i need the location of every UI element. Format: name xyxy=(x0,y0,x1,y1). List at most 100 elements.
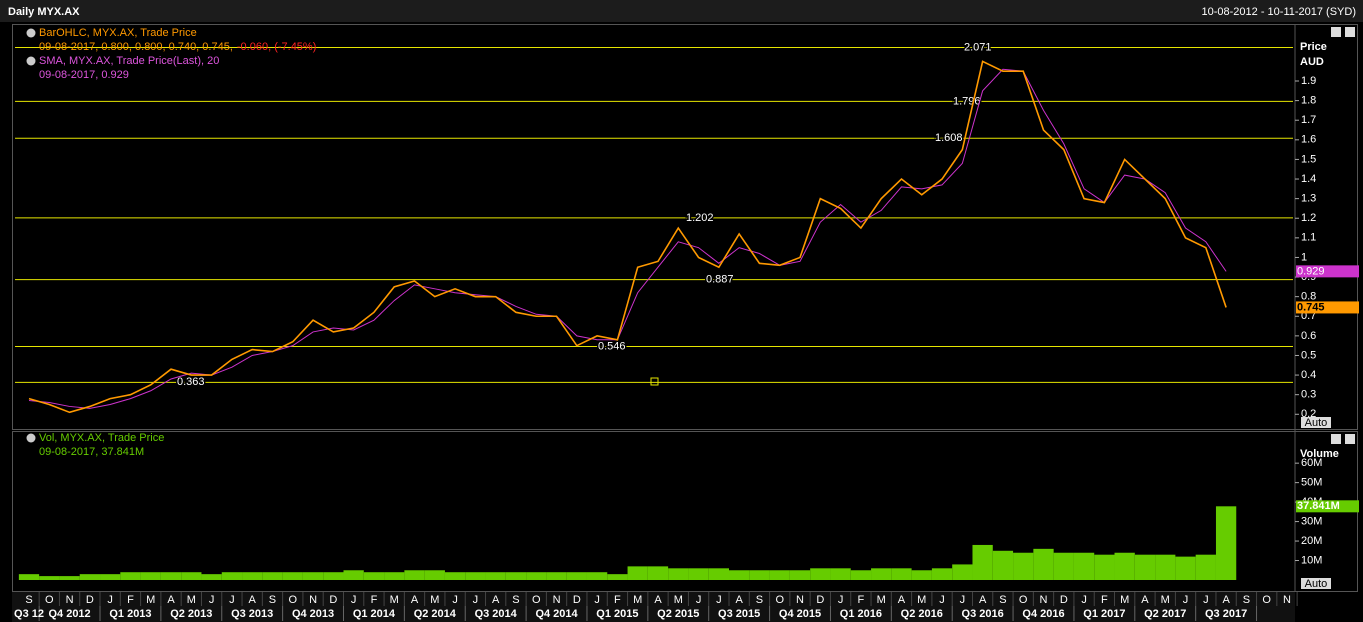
volume-bar xyxy=(972,544,993,580)
volume-bar xyxy=(871,568,892,580)
volume-bar xyxy=(526,572,547,580)
x-tick-label: F xyxy=(858,594,865,606)
volume-bar xyxy=(59,576,80,580)
x-tick-label: O xyxy=(1262,594,1271,606)
x-tick-label: M xyxy=(877,594,886,606)
quarter-label: Q3 12 xyxy=(14,608,44,620)
x-tick-label: J xyxy=(229,594,235,606)
x-tick-label: N xyxy=(1283,594,1291,606)
y-tick-label: 10M xyxy=(1301,554,1322,566)
y-tick-label: 1.2 xyxy=(1301,212,1316,224)
y-axis-title: AUD xyxy=(1300,56,1324,68)
volume-bar xyxy=(931,568,953,580)
close-button[interactable] xyxy=(1345,27,1355,37)
x-tick-label: J xyxy=(696,594,702,606)
x-tick-label: F xyxy=(371,594,378,606)
x-tick-label: F xyxy=(614,594,621,606)
x-tick-label: S xyxy=(25,594,32,606)
quarter-label: Q3 2016 xyxy=(962,608,1004,620)
y-tick-label: 0.8 xyxy=(1301,291,1316,303)
volume-bar xyxy=(789,570,811,580)
y-axis-title: Price xyxy=(1300,41,1327,53)
quarter-label: Q4 2012 xyxy=(48,608,90,620)
restore-button[interactable] xyxy=(1331,434,1341,444)
y-tick-label: 1.3 xyxy=(1301,193,1316,205)
y-tick-label: 0.5 xyxy=(1301,349,1316,361)
x-tick-label: O xyxy=(288,594,297,606)
y-tick-label: 1.6 xyxy=(1301,134,1316,146)
volume-bar xyxy=(607,574,628,580)
x-tick-label: S xyxy=(1243,594,1250,606)
volume-bar xyxy=(282,572,303,580)
volume-bar xyxy=(404,570,425,580)
volume-bar xyxy=(586,572,608,580)
volume-bar xyxy=(1033,548,1054,580)
x-tick-label: M xyxy=(146,594,155,606)
volume-bar xyxy=(1175,556,1196,580)
volume-bar xyxy=(201,574,222,580)
level-label: 2.071 xyxy=(964,41,992,53)
close-button[interactable] xyxy=(1345,434,1355,444)
x-tick-label: A xyxy=(411,594,419,606)
x-tick-label: J xyxy=(594,594,600,606)
quarter-label: Q2 2014 xyxy=(414,608,457,620)
x-tick-label: J xyxy=(838,594,844,606)
x-tick-label: M xyxy=(390,594,399,606)
y-tick-label: 50M xyxy=(1301,477,1322,489)
legend-name: SMA, MYX.AX, Trade Price(Last), 20 xyxy=(39,55,219,67)
restore-button[interactable] xyxy=(1331,27,1341,37)
level-label: 1.608 xyxy=(935,132,963,144)
last-value-tag xyxy=(1296,265,1359,278)
x-tick-label: J xyxy=(209,594,215,606)
x-tick-label: J xyxy=(960,594,966,606)
volume-bar xyxy=(323,572,344,580)
volume-bar xyxy=(18,574,40,580)
quarter-label: Q1 2013 xyxy=(109,608,151,620)
quarter-label: Q3 2014 xyxy=(475,608,518,620)
quarter-label: Q2 2013 xyxy=(170,608,212,620)
volume-bar xyxy=(850,570,872,580)
x-tick-label: M xyxy=(430,594,439,606)
y-tick-label: 20M xyxy=(1301,535,1322,547)
legend-icon[interactable] xyxy=(26,433,36,443)
quarter-label: Q3 2017 xyxy=(1205,608,1247,620)
y-tick-label: 1.5 xyxy=(1301,153,1316,165)
legend-icon[interactable] xyxy=(26,28,36,38)
volume-bar xyxy=(120,572,141,580)
scale-button[interactable] xyxy=(1301,578,1331,589)
x-tick-label: A xyxy=(1222,594,1230,606)
x-tick-label: M xyxy=(633,594,642,606)
x-tick-label: A xyxy=(979,594,987,606)
x-tick-label: D xyxy=(86,594,94,606)
handle[interactable] xyxy=(650,377,659,386)
x-tick-label: J xyxy=(716,594,722,606)
x-tick-label: N xyxy=(1040,594,1048,606)
legend-icon[interactable] xyxy=(26,56,36,66)
volume-bar xyxy=(1155,554,1176,580)
volume-bar xyxy=(769,570,790,580)
x-tick-label: S xyxy=(756,594,763,606)
x-tick-label: F xyxy=(1101,594,1108,606)
scale-button[interactable] xyxy=(1301,417,1331,428)
last-value-tag xyxy=(1296,301,1359,314)
level-label: 0.887 xyxy=(706,274,734,286)
x-tick-label: A xyxy=(735,594,743,606)
y-tick-label: 1.7 xyxy=(1301,114,1316,126)
volume-bar xyxy=(140,572,161,580)
x-tick-label: M xyxy=(1161,594,1170,606)
x-tick-label: J xyxy=(1081,594,1087,606)
volume-bar xyxy=(1215,506,1237,580)
y-tick-label: 0.6 xyxy=(1301,330,1316,342)
x-tick-label: N xyxy=(309,594,317,606)
volume-bar xyxy=(830,568,851,580)
legend-name: Vol, MYX.AX, Trade Price xyxy=(39,432,164,444)
quarter-label: Q3 2013 xyxy=(231,608,273,620)
x-tick-label: N xyxy=(553,594,561,606)
x-tick-label: J xyxy=(1203,594,1209,606)
volume-bar xyxy=(485,572,506,580)
x-tick-label: D xyxy=(573,594,581,606)
x-tick-label: A xyxy=(167,594,175,606)
y-tick-label: 1.8 xyxy=(1301,95,1316,107)
volume-bar xyxy=(343,570,364,580)
quarter-label: Q1 2014 xyxy=(353,608,396,620)
